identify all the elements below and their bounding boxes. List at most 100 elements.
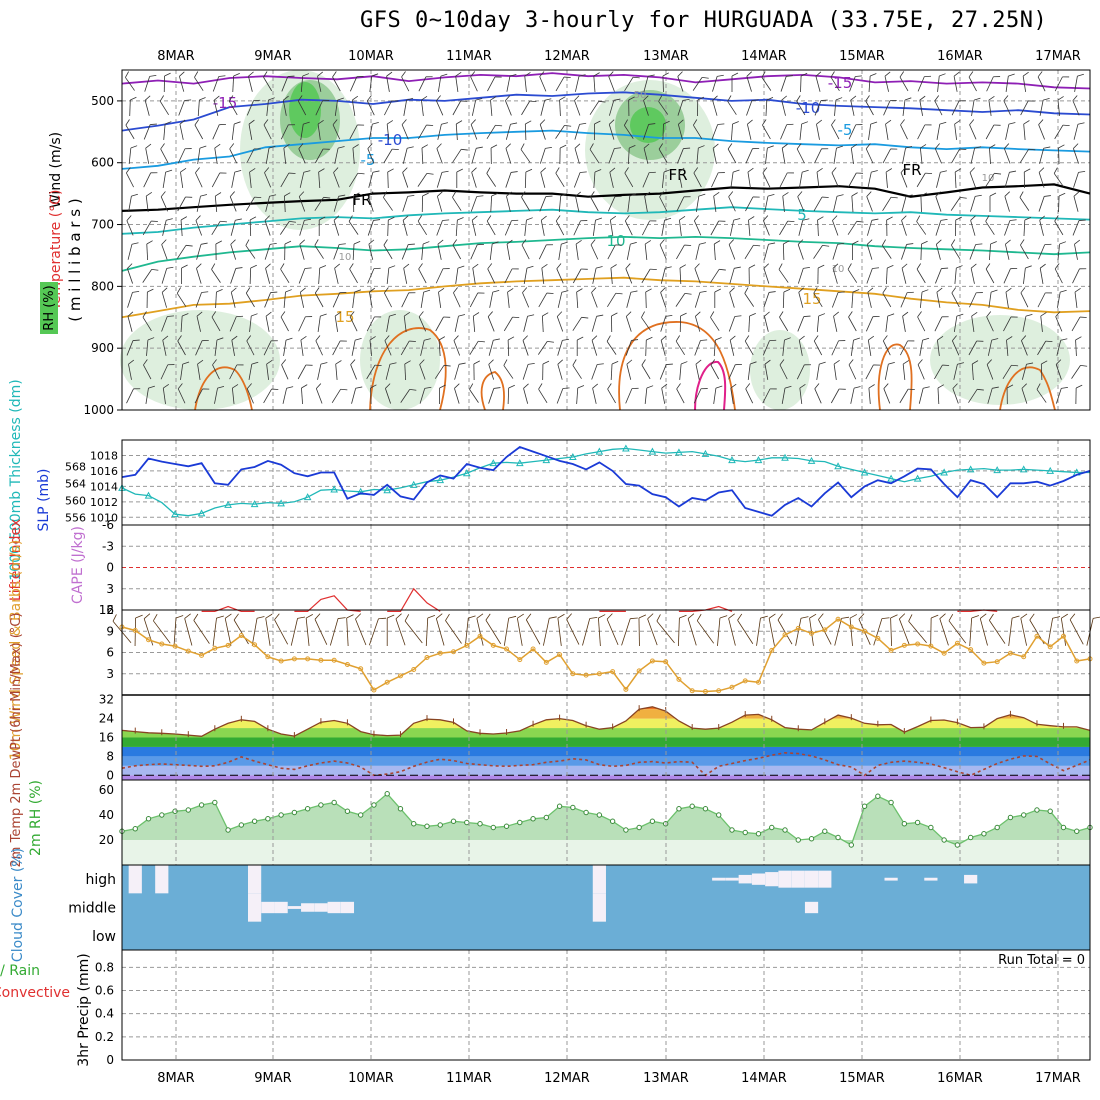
wind-barb-flag [478,340,485,343]
wind-barb-flag [160,143,165,150]
wind-barb [852,240,859,260]
wind-barb-flag [452,191,457,198]
wind-barb-shaft [729,340,735,356]
rh2m-marker [583,809,589,816]
bottom-date-label-5: 13MAR [643,1071,689,1086]
thickness-tick-label-3: 568 [65,460,86,473]
wind-barb-flag [1058,144,1065,149]
wind-barb [263,388,279,404]
wind-barb [383,239,393,260]
wind-barb [885,119,892,140]
wind10-speed-marker [411,667,417,672]
wind10-barb-flag [143,613,151,619]
wind-barb-shaft [676,388,685,404]
wind-barb [832,215,839,236]
wind10-barb-flag [606,613,613,620]
wind-barb [265,263,271,284]
wind-barb-shaft [1022,316,1027,332]
rh2m-marker [649,818,656,824]
wind10-barb [621,617,638,646]
wind-barb [143,123,157,140]
wind-barb-flag [732,121,739,125]
wind-barb-shaft [778,269,789,283]
wind-barb [283,337,293,356]
wind-barb-flag [521,239,527,246]
wind10-barb-shaft [582,618,591,646]
rh2m-marker [875,793,881,799]
wind-barb [215,288,223,309]
wind-barb-flag [802,169,809,173]
wind-barb-shaft [951,340,960,356]
wind-barb-shaft [590,196,599,212]
wind-barb [727,143,737,164]
wind10-barb-flag [656,614,661,622]
wind-barb-shaft [902,316,906,332]
wind-barb [436,143,443,164]
wind-barb-flag [538,383,543,390]
wind-barb [813,335,823,356]
wind-barb-shaft [300,124,304,140]
wind-barb-flag [855,124,863,126]
ylabel-rh: RH (%) [42,285,57,330]
wind10-barb-flag [274,613,280,620]
bottom-date-label-7: 15MAR [839,1071,885,1086]
contour-label-7: FR [668,166,687,184]
wind-barb-flag [180,216,188,221]
wind-barb-flag [423,289,431,293]
wind-barb-flag [316,383,322,389]
wind10-speed-marker [716,688,722,694]
rh2m-marker [676,806,682,812]
wind-barb-shaft [728,364,736,380]
wind-barb-flag [476,195,484,197]
wind10-barb [908,614,927,643]
wind-barb-flag [352,144,359,149]
wind-barb-shaft [712,100,718,116]
wind-barb-flag [249,168,256,173]
wind-barb-shaft [263,76,273,92]
wind-barb-shaft [747,172,751,188]
wind-barb-flag [615,244,623,246]
wind-barb [662,120,670,141]
wind10-speed-marker [875,635,881,641]
wind-barb [969,292,983,308]
wind-barb-flag [729,287,735,293]
wind-barb [782,192,789,212]
wind-barb-shaft [472,268,476,284]
wind-barb [970,194,982,212]
wind-barb-shaft [195,172,203,188]
wind-barb-shaft [987,388,993,404]
wind-barb-flag [1019,191,1024,198]
wind-barb [728,191,736,212]
wind-barb-shaft [953,76,958,92]
precip-run-total: Run Total = 0 [998,953,1085,968]
wind10-barb-shaft [908,621,927,643]
cloud-cell-middle [261,901,275,914]
precip-tick-label-4: 0.8 [95,960,114,974]
wind-barb-flag [698,193,706,197]
wind-barb-shaft [847,221,858,235]
wind10-barb [265,613,273,646]
wind10-speed-marker [318,657,324,663]
wind-barb-shaft [297,364,307,380]
wind-barb-shaft [281,76,289,92]
wind-barb-flag [631,387,639,390]
wind-barb-flag [644,240,652,245]
wind-barb-flag [813,287,818,294]
wind-barb [848,172,863,188]
wind-barb-shaft [1073,172,1079,188]
wind-barb-shaft [369,292,373,308]
rh2m-marker [304,806,311,812]
wind-barb [504,268,519,284]
wind-barb-flag [574,95,580,101]
wind-barb [177,383,186,404]
wind-barb-flag [562,387,570,389]
wind-barb-flag [683,147,691,149]
wind-barb-shaft [352,243,355,261]
wind-barb [538,292,554,308]
wind-barb [900,291,914,308]
wind-barb-flag [921,289,929,293]
wind-barb-shaft [436,148,443,164]
wind-barb [128,359,135,380]
wind-barb-shaft [403,268,408,284]
wind-barb [866,239,873,260]
